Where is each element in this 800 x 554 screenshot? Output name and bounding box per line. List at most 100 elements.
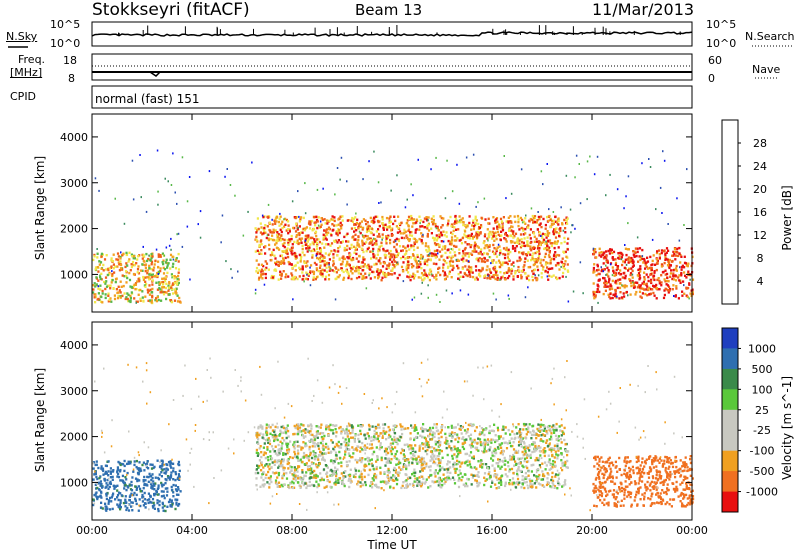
echo-cell [151, 497, 155, 501]
echo-cell [316, 220, 319, 223]
echo-cell [647, 288, 650, 291]
echo-cell [492, 227, 495, 230]
echo-cell [461, 267, 464, 270]
echo-cell [366, 266, 369, 269]
echo-cell [660, 251, 663, 255]
echo-cell [625, 253, 628, 257]
echo-cell [131, 476, 134, 479]
echo-cell [550, 486, 553, 489]
echo-cell [295, 222, 298, 226]
echo-cell [658, 282, 661, 285]
echo-cell [312, 248, 315, 251]
echo-cell [133, 297, 136, 300]
echo-cell [431, 436, 435, 439]
echo-cell [594, 250, 597, 254]
echo-cell [470, 228, 473, 231]
echo-cell [457, 228, 460, 231]
echo-cell [402, 465, 405, 468]
echo-cell [287, 467, 290, 470]
echo-cell [425, 274, 428, 277]
echo-cell [131, 501, 134, 504]
echo-cell [175, 503, 178, 506]
echo-cell [673, 252, 676, 256]
echo-cell [123, 292, 126, 295]
echo-cell [341, 480, 344, 484]
echo-cell [507, 465, 510, 468]
echo-cell [593, 173, 596, 176]
echo-cell [92, 498, 95, 501]
echo-cell [430, 273, 433, 276]
echo-cell [546, 266, 549, 269]
echo-cell [407, 271, 410, 274]
echo-cell [367, 423, 371, 427]
echo-cell [358, 224, 361, 227]
echo-cell [618, 282, 621, 285]
echo-cell [396, 174, 398, 177]
echo-cell [586, 160, 589, 163]
echo-cell [375, 262, 378, 266]
echo-cell [149, 500, 152, 504]
echo-cell [541, 484, 544, 487]
echo-cell [530, 437, 533, 440]
echo-cell [671, 254, 674, 257]
echo-cell [145, 483, 148, 486]
echo-cell [354, 216, 357, 219]
echo-cell [361, 242, 364, 245]
echo-cell [176, 294, 179, 297]
echo-cell [411, 275, 414, 278]
echo-cell [620, 258, 623, 261]
echo-cell [381, 436, 384, 439]
echo-cell [407, 266, 410, 270]
echo-cell [518, 269, 521, 272]
echo-cell [516, 275, 519, 278]
echo-cell [366, 226, 369, 229]
echo-cell [118, 461, 121, 465]
echo-cell [466, 268, 469, 271]
echo-cell [436, 480, 439, 483]
echo-cell [438, 235, 441, 239]
echo-cell [395, 248, 398, 251]
echo-cell [514, 220, 517, 224]
echo-cell [325, 228, 328, 231]
echo-cell [394, 477, 398, 480]
echo-cell [158, 473, 161, 476]
echo-cell [287, 275, 290, 278]
echo-cell [483, 235, 486, 238]
echo-cell [165, 282, 168, 285]
echo-cell [304, 435, 307, 438]
echo-cell [159, 288, 162, 291]
echo-cell [375, 485, 379, 489]
echo-cell [409, 256, 412, 259]
echo-cell [453, 244, 456, 248]
echo-cell [277, 473, 280, 477]
echo-cell [526, 259, 529, 262]
echo-cell [486, 438, 490, 441]
freq-left-tick-low: 8 [68, 72, 75, 85]
echo-cell [504, 238, 507, 241]
echo-cell [260, 273, 263, 276]
echo-cell [281, 220, 284, 223]
echo-cell [312, 442, 315, 445]
echo-cell [456, 433, 459, 436]
echo-cell [426, 429, 429, 432]
echo-cell [275, 241, 278, 245]
echo-cell [670, 260, 673, 263]
echo-cell [153, 492, 156, 496]
echo-cell [542, 265, 545, 269]
echo-cell [416, 253, 419, 257]
echo-cell [117, 475, 121, 479]
echo-cell [648, 286, 651, 290]
echo-cell [606, 266, 609, 269]
echo-cell [126, 506, 129, 510]
echo-cell [255, 266, 259, 270]
echo-cell [470, 234, 473, 237]
echo-cell [148, 472, 151, 476]
echo-cell [139, 490, 142, 493]
echo-cell [351, 431, 354, 434]
echo-cell [520, 168, 523, 171]
echo-cell [420, 240, 423, 243]
echo-cell [451, 260, 455, 263]
echo-cell [427, 476, 430, 479]
echo-cell [157, 476, 160, 480]
echo-cell [460, 258, 463, 261]
